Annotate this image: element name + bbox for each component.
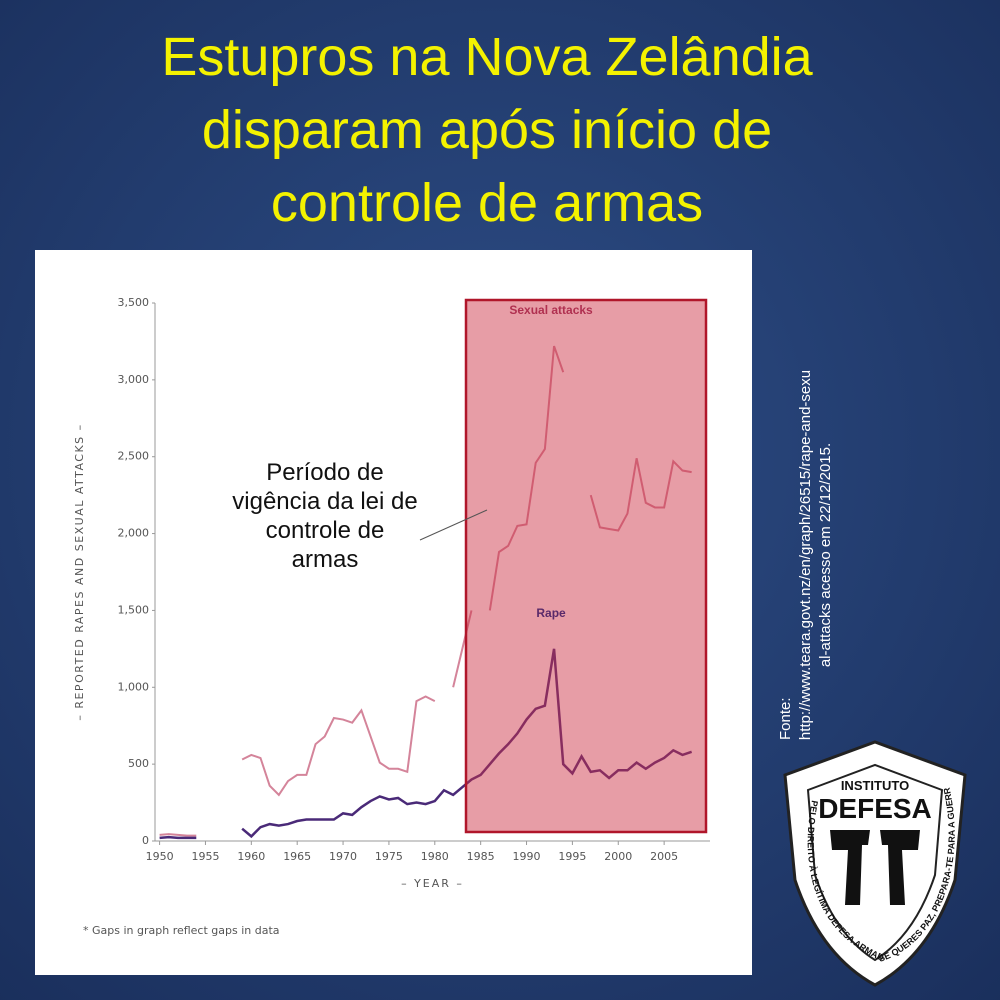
x-tick-label: 1960 [237, 850, 265, 863]
annotation: vigência da lei de [232, 488, 417, 515]
y-tick-label: 1,500 [118, 603, 150, 616]
title-line: controle de armas [271, 173, 703, 233]
source-line: al-attacks acesso em 22/12/2015. [817, 443, 834, 667]
y-tick-label: 1,000 [118, 680, 150, 693]
y-tick-label: 2,500 [118, 450, 150, 463]
y-tick-label: 500 [128, 757, 149, 770]
title-line: Estupros na Nova Zelândia [161, 27, 813, 87]
series-label: Rape [536, 606, 566, 620]
x-tick-label: 1965 [283, 850, 311, 863]
x-tick-label: 1955 [191, 850, 219, 863]
title-line: disparam após início de [202, 100, 772, 160]
logo-pistols [830, 830, 920, 905]
annotation: controle de [266, 517, 385, 544]
logo-inner [806, 763, 944, 962]
y-tick-label: 2,000 [118, 527, 150, 540]
y-tick-label: 3,000 [118, 373, 150, 386]
annotation-pointer [419, 509, 488, 541]
x-tick-label: 1985 [467, 850, 495, 863]
series-line [159, 345, 692, 837]
logo-top: INSTITUTO [841, 778, 909, 793]
x-tick-label: 2000 [604, 850, 632, 863]
x-tick-label: 1995 [558, 850, 586, 863]
source-line: http://www.teara.govt.nz/en/graph/26515/… [797, 370, 814, 740]
y-axis-title: – REPORTED RAPES AND SEXUAL ATTACKS – [73, 423, 86, 720]
annotation: Período de [266, 459, 383, 486]
source-line: Fonte: [777, 697, 794, 740]
y-tick-label: 3,500 [118, 296, 150, 309]
logo-name: DEFESA [818, 793, 932, 824]
x-tick-label: 1990 [513, 850, 541, 863]
y-tick-label: 0 [142, 834, 149, 847]
x-tick-label: 1950 [146, 850, 174, 863]
x-axis-title: – YEAR – [401, 877, 464, 890]
x-tick-label: 1980 [421, 850, 449, 863]
x-tick-label: 1975 [375, 850, 403, 863]
highlight-box [464, 298, 708, 834]
series-label: Sexual attacks [509, 303, 593, 317]
x-tick-label: 2005 [650, 850, 678, 863]
footnote: * Gaps in graph reflect gaps in data [83, 924, 280, 937]
annotation: armas [292, 546, 359, 573]
x-tick-label: 1970 [329, 850, 357, 863]
